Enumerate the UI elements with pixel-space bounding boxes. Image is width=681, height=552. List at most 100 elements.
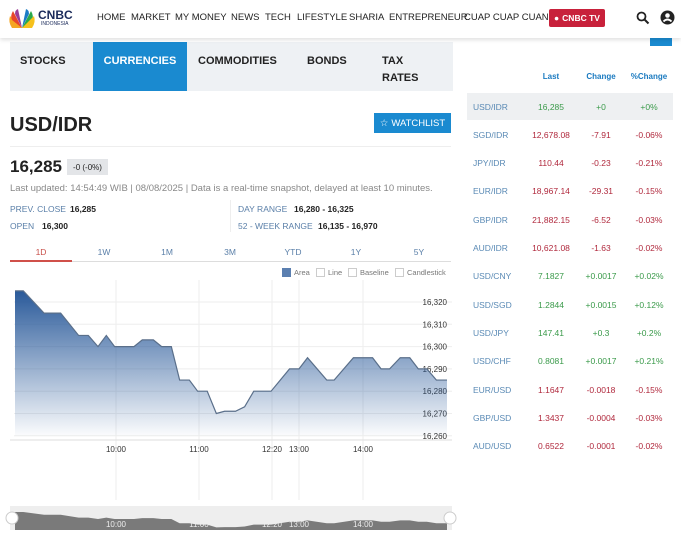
navigator-handle-right[interactable]: [443, 511, 457, 525]
nav-tech[interactable]: TECH: [265, 12, 291, 23]
pair[interactable]: AUD/IDR: [473, 243, 508, 253]
change-badge: -0 (-0%): [67, 159, 108, 175]
table-row[interactable]: GBP/USD 1.3437 -0.0004 -0.03%: [467, 404, 673, 431]
pair[interactable]: EUR/IDR: [473, 186, 508, 197]
col-pct-change: %Change: [630, 72, 668, 81]
last: 12,678.08: [532, 129, 570, 140]
tab-commodities[interactable]: COMMODITIES: [198, 55, 277, 67]
chart-type-candlestick[interactable]: Candlestick: [395, 268, 446, 277]
pair[interactable]: GBP/IDR: [473, 214, 508, 225]
nav-news[interactable]: NEWS: [231, 12, 260, 23]
last: 16,285: [538, 101, 564, 112]
prev-close-value: 16,285: [70, 204, 96, 214]
pair[interactable]: GBP/USD: [473, 412, 512, 423]
navigator-handle-left[interactable]: [5, 511, 19, 525]
table-row[interactable]: EUR/IDR 18,967.14 -29.31 -0.15%: [467, 178, 673, 205]
period-1w[interactable]: 1W: [97, 247, 111, 257]
table-row[interactable]: USD/SGD 1.2844 +0.0015 +0.12%: [467, 291, 673, 318]
col-last: Last: [542, 72, 560, 81]
chart-type-area[interactable]: Area: [282, 268, 310, 277]
pair[interactable]: USD/IDR: [473, 101, 508, 112]
table-row[interactable]: GBP/IDR 21,882.15 -6.52 -0.03%: [467, 206, 673, 233]
period-5y[interactable]: 5Y: [413, 247, 425, 257]
change: +0.0017: [585, 271, 617, 282]
table-row[interactable]: AUD/IDR 10,621.08 -1.63 -0.02%: [467, 235, 673, 262]
pct-change: -0.06%: [635, 129, 663, 140]
user-icon[interactable]: [660, 10, 675, 25]
nav-home[interactable]: HOME: [97, 12, 126, 23]
chart-type-baseline[interactable]: Baseline: [348, 268, 389, 277]
period-active-indicator: [10, 260, 72, 262]
chart-type-label: Line: [328, 268, 343, 277]
period-3m[interactable]: 3M: [224, 247, 236, 257]
y-tick-label: 16,260: [423, 432, 448, 441]
change: +0.0015: [585, 299, 617, 310]
pair[interactable]: USD/JPY: [473, 327, 509, 338]
checkbox-icon: [395, 268, 404, 277]
cnbc-tv-button[interactable]: ● CNBC TV: [549, 9, 605, 27]
navigator-tick-label: 12:20: [262, 520, 283, 529]
chart-type-line[interactable]: Line: [316, 268, 342, 277]
change: -6.52: [591, 214, 611, 225]
last: 10,621.08: [532, 243, 570, 253]
table-row[interactable]: USD/CNY 7.1827 +0.0017 +0.02%: [467, 263, 673, 290]
period-ytd[interactable]: YTD: [284, 247, 302, 257]
table-row[interactable]: AUD/USD 0.6522 -0.0001 -0.02%: [467, 433, 673, 460]
pair[interactable]: USD/CNY: [473, 271, 512, 282]
table-row[interactable]: JPY/IDR 110.44 -0.23 -0.21%: [467, 150, 673, 177]
tab-stocks[interactable]: STOCKS: [20, 55, 66, 67]
table-row[interactable]: SGD/IDR 12,678.08 -7.91 -0.06%: [467, 121, 673, 148]
y-tick-label: 16,310: [423, 320, 448, 329]
nav-market[interactable]: MARKET: [131, 12, 171, 23]
nav-my-money[interactable]: MY MONEY: [175, 12, 227, 23]
tab-tax-rates[interactable]: TAX RATES: [382, 55, 419, 84]
navigator-tick-label: 10:00: [106, 520, 127, 529]
table-row[interactable]: USD/JPY 147.41 +0.3 +0.2%: [467, 319, 673, 346]
day-range-value: 16,280 - 16,325: [294, 204, 354, 214]
watchlist-button[interactable]: ☆ WATCHLIST: [374, 113, 451, 133]
price-chart[interactable]: 16,32016,31016,30016,29016,28016,27016,2…: [0, 280, 460, 540]
cnbc-logo[interactable]: CNBC INDONESIA: [8, 8, 78, 30]
change: +0: [596, 101, 606, 112]
pair[interactable]: JPY/IDR: [473, 158, 506, 169]
market-tabs: STOCKS CURRENCIES COMMODITIES BONDS TAX …: [10, 42, 453, 91]
chart-type-label: Baseline: [360, 268, 389, 277]
nav-cuap-cuap-cuan[interactable]: CUAP CUAP CUAN: [464, 12, 549, 23]
tab-bonds[interactable]: BONDS: [307, 55, 347, 67]
nav-lifestyle[interactable]: LIFESTYLE: [297, 12, 348, 23]
table-row[interactable]: EUR/USD 1.1647 -0.0018 -0.15%: [467, 376, 673, 403]
navigator-tick-label: 13:00: [289, 520, 310, 529]
chart-type-label: Candlestick: [407, 268, 446, 277]
pct-change: +0.21%: [634, 356, 664, 367]
live-dot-icon: ●: [554, 13, 560, 23]
pct-change: -0.02%: [635, 243, 663, 253]
scroll-up-button[interactable]: [650, 38, 672, 46]
change: -0.0001: [586, 441, 616, 452]
table-row[interactable]: USD/IDR 16,285 +0 +0%: [467, 93, 673, 120]
y-tick-label: 16,290: [423, 365, 448, 374]
period-1m[interactable]: 1M: [161, 247, 173, 257]
period-1d[interactable]: 1D: [35, 247, 47, 257]
pair[interactable]: USD/CHF: [473, 356, 511, 367]
nav-entrepreneur[interactable]: ENTREPRENEUR: [389, 12, 468, 23]
table-header: Last Change %Change: [467, 63, 673, 90]
checkbox-icon: [316, 268, 325, 277]
nav-sharia[interactable]: SHARIA: [349, 12, 385, 23]
star-icon: ☆: [379, 117, 389, 129]
x-tick-label: 11:00: [189, 445, 209, 454]
checkbox-icon: [282, 268, 291, 277]
pair[interactable]: USD/SGD: [473, 299, 512, 310]
change: +0.0017: [585, 356, 617, 367]
tab-currencies[interactable]: CURRENCIES: [93, 42, 187, 91]
stats-divider: [230, 200, 231, 232]
x-tick-label: 10:00: [106, 445, 127, 454]
search-icon[interactable]: [636, 11, 650, 25]
last: 0.6522: [538, 441, 564, 452]
pair[interactable]: EUR/USD: [473, 384, 512, 395]
period-1y[interactable]: 1Y: [350, 247, 362, 257]
table-row[interactable]: USD/CHF 0.8081 +0.0017 +0.21%: [467, 348, 673, 375]
pair[interactable]: AUD/USD: [473, 441, 512, 452]
pair[interactable]: SGD/IDR: [473, 129, 509, 140]
brand-sub: INDONESIA: [41, 21, 69, 27]
pct-change: -0.03%: [635, 214, 663, 225]
